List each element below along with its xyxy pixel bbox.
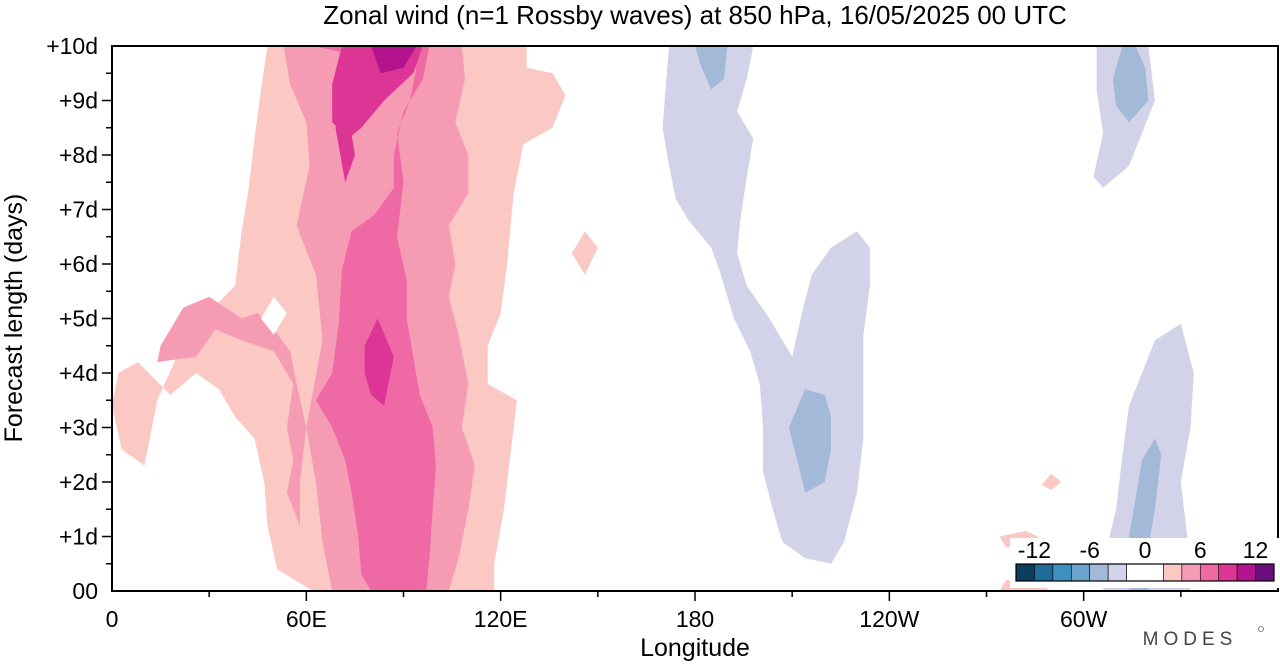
y-tick-label: +2d	[59, 469, 98, 495]
x-tick-label: 180	[676, 606, 714, 632]
colorbar-swatch	[1255, 563, 1275, 582]
x-tick-label: 0	[106, 606, 119, 632]
y-tick-label: +8d	[59, 142, 98, 168]
contour-region-22	[1041, 473, 1061, 491]
colorbar-tick-label: 0	[1139, 537, 1152, 563]
contour-regions	[112, 46, 1253, 591]
colorbar-swatch	[1218, 563, 1238, 582]
y-tick-label: +5d	[59, 306, 98, 332]
contour-region-18	[1112, 46, 1149, 123]
contour-region-6	[371, 46, 417, 74]
y-tick-label: +4d	[59, 360, 98, 386]
colorbar-swatch	[1181, 563, 1201, 582]
colorbar-tick-label: -6	[1079, 537, 1099, 563]
y-axis: 00 +1d +2d +3d +4d +5d +6d +7d +8d +9d +10d	[46, 33, 112, 604]
x-tick-label: 60W	[1060, 606, 1108, 632]
colorbar-swatch	[1070, 563, 1091, 582]
contour-region-10	[788, 84, 857, 155]
modes-logo: MODES	[1143, 629, 1238, 650]
y-tick-label: 00	[72, 578, 98, 604]
y-tick-label: +10d	[46, 33, 98, 59]
colorbar-swatch	[1015, 563, 1035, 582]
x-tick-label: 60E	[286, 606, 327, 632]
x-tick-label: 120E	[474, 606, 528, 632]
y-tick-label: +3d	[59, 415, 98, 441]
y-tick-label: +7d	[59, 197, 98, 223]
contour-region-11	[792, 258, 812, 292]
colorbar-swatch	[1236, 563, 1256, 582]
colorbar-swatch	[1034, 563, 1054, 582]
contour-region-2	[312, 46, 436, 591]
contour-region-4	[335, 95, 355, 183]
contour-region-8	[571, 231, 598, 275]
y-axis-label: Forecast length (days)	[0, 194, 28, 443]
x-axis: 0 60E 120E 180 120W 60W	[106, 591, 1182, 632]
registered-mark-icon	[1258, 626, 1264, 632]
colorbar-swatch	[1199, 563, 1220, 582]
colorbar-tick-label: 6	[1194, 537, 1207, 563]
y-tick-label: +6d	[59, 251, 98, 277]
colorbar-swatch	[1126, 563, 1164, 582]
colorbar-swatch	[1107, 563, 1127, 582]
x-axis-label: Longitude	[640, 634, 750, 662]
contour-region-3	[332, 46, 423, 139]
colorbar-swatch	[1052, 563, 1072, 582]
y-tick-label: +9d	[59, 88, 98, 114]
contour-region-14	[788, 389, 831, 493]
colorbar-frame	[1015, 563, 1275, 582]
colorbar-tick-label: -12	[1018, 537, 1051, 563]
colorbar-tick-label: 12	[1243, 537, 1269, 563]
colorbar-swatch	[1089, 563, 1109, 582]
colorbar: -12 -6 0 6 12	[1010, 537, 1280, 588]
x-tick-label: 120W	[859, 606, 919, 632]
y-tick-label: +1d	[59, 524, 98, 550]
contour-region-7	[261, 296, 287, 335]
colorbar-swatch	[1163, 563, 1183, 582]
chart-title: Zonal wind (n=1 Rossby waves) at 850 hPa…	[323, 0, 1067, 30]
contour-region-5	[364, 318, 394, 406]
contour-region-13	[695, 46, 728, 90]
